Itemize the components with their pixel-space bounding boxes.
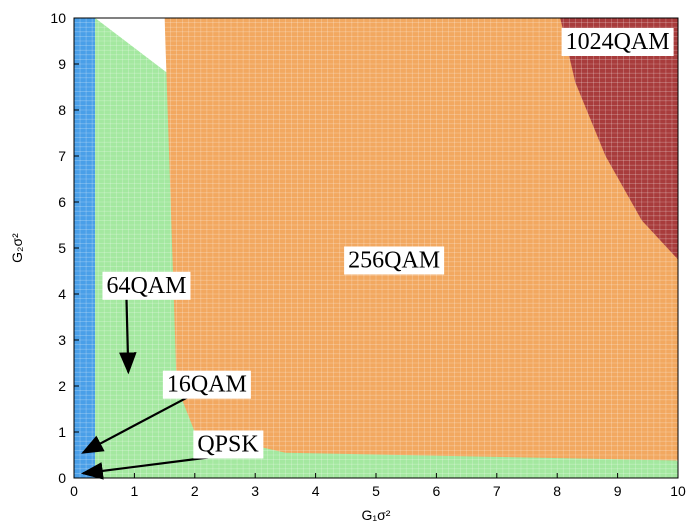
annotation-arrow bbox=[119, 298, 137, 375]
y-tick-label: 3 bbox=[58, 332, 66, 348]
y-axis-label: G₂σ² bbox=[9, 233, 25, 263]
annotation-background bbox=[561, 28, 674, 56]
annotation-64qam: 64QAM bbox=[102, 271, 191, 375]
x-ticks: 0 1 2 3 4 5 6 7 8 9 10 bbox=[70, 473, 686, 499]
regions-layer bbox=[74, 18, 678, 478]
annotation-text: QPSK bbox=[197, 432, 259, 458]
y-tick-label: 4 bbox=[58, 286, 66, 302]
y-tick-label: 2 bbox=[58, 378, 66, 394]
y-tick-label: 5 bbox=[58, 240, 66, 256]
x-tick-label: 9 bbox=[614, 483, 622, 499]
annotation-background bbox=[102, 271, 191, 300]
annotation-background bbox=[344, 246, 445, 275]
x-tick-label: 6 bbox=[433, 483, 441, 499]
y-tick-label: 8 bbox=[58, 102, 66, 118]
x-tick-label: 0 bbox=[70, 483, 78, 499]
y-tick-label: 7 bbox=[58, 148, 66, 164]
annotation-16qam: 16QAM bbox=[81, 370, 251, 454]
x-axis-label: G₁σ² bbox=[362, 507, 391, 523]
x-tick-label: 10 bbox=[670, 483, 686, 499]
y-tick-label: 9 bbox=[58, 56, 66, 72]
y-tick-label: 10 bbox=[50, 10, 66, 26]
annotation-qpsk: QPSK bbox=[80, 430, 264, 480]
annotation-background bbox=[162, 370, 251, 399]
x-tick-label: 4 bbox=[312, 483, 320, 499]
y-ticks: 0 1 2 3 4 5 6 7 8 9 10 bbox=[50, 10, 79, 486]
y-tick-label: 0 bbox=[58, 470, 66, 486]
annotation-arrow bbox=[80, 456, 209, 480]
x-tick-label: 1 bbox=[131, 483, 139, 499]
annotation-text: 256QAM bbox=[348, 248, 440, 274]
region-1024qam bbox=[560, 18, 678, 260]
x-tick-label: 2 bbox=[191, 483, 199, 499]
x-tick-label: 8 bbox=[553, 483, 561, 499]
x-tick-label: 5 bbox=[372, 483, 380, 499]
region-qpsk bbox=[74, 18, 96, 478]
y-tick-label: 1 bbox=[58, 424, 66, 440]
annotation-background bbox=[193, 430, 264, 459]
annotations-layer: 1024QAM 256QAM 64QAM 16QAM QPSK bbox=[80, 28, 674, 480]
y-tick-label: 6 bbox=[58, 194, 66, 210]
annotation-text: 64QAM bbox=[106, 273, 186, 299]
x-tick-label: 3 bbox=[251, 483, 259, 499]
annotation-text: 1024QAM bbox=[566, 29, 670, 55]
x-tick-label: 7 bbox=[493, 483, 501, 499]
region-256qam bbox=[164, 18, 678, 461]
annotation-1024qam: 1024QAM bbox=[561, 28, 674, 56]
annotation-256qam: 256QAM bbox=[344, 246, 445, 275]
annotation-text: 16QAM bbox=[167, 372, 247, 398]
annotation-arrow bbox=[81, 396, 188, 454]
